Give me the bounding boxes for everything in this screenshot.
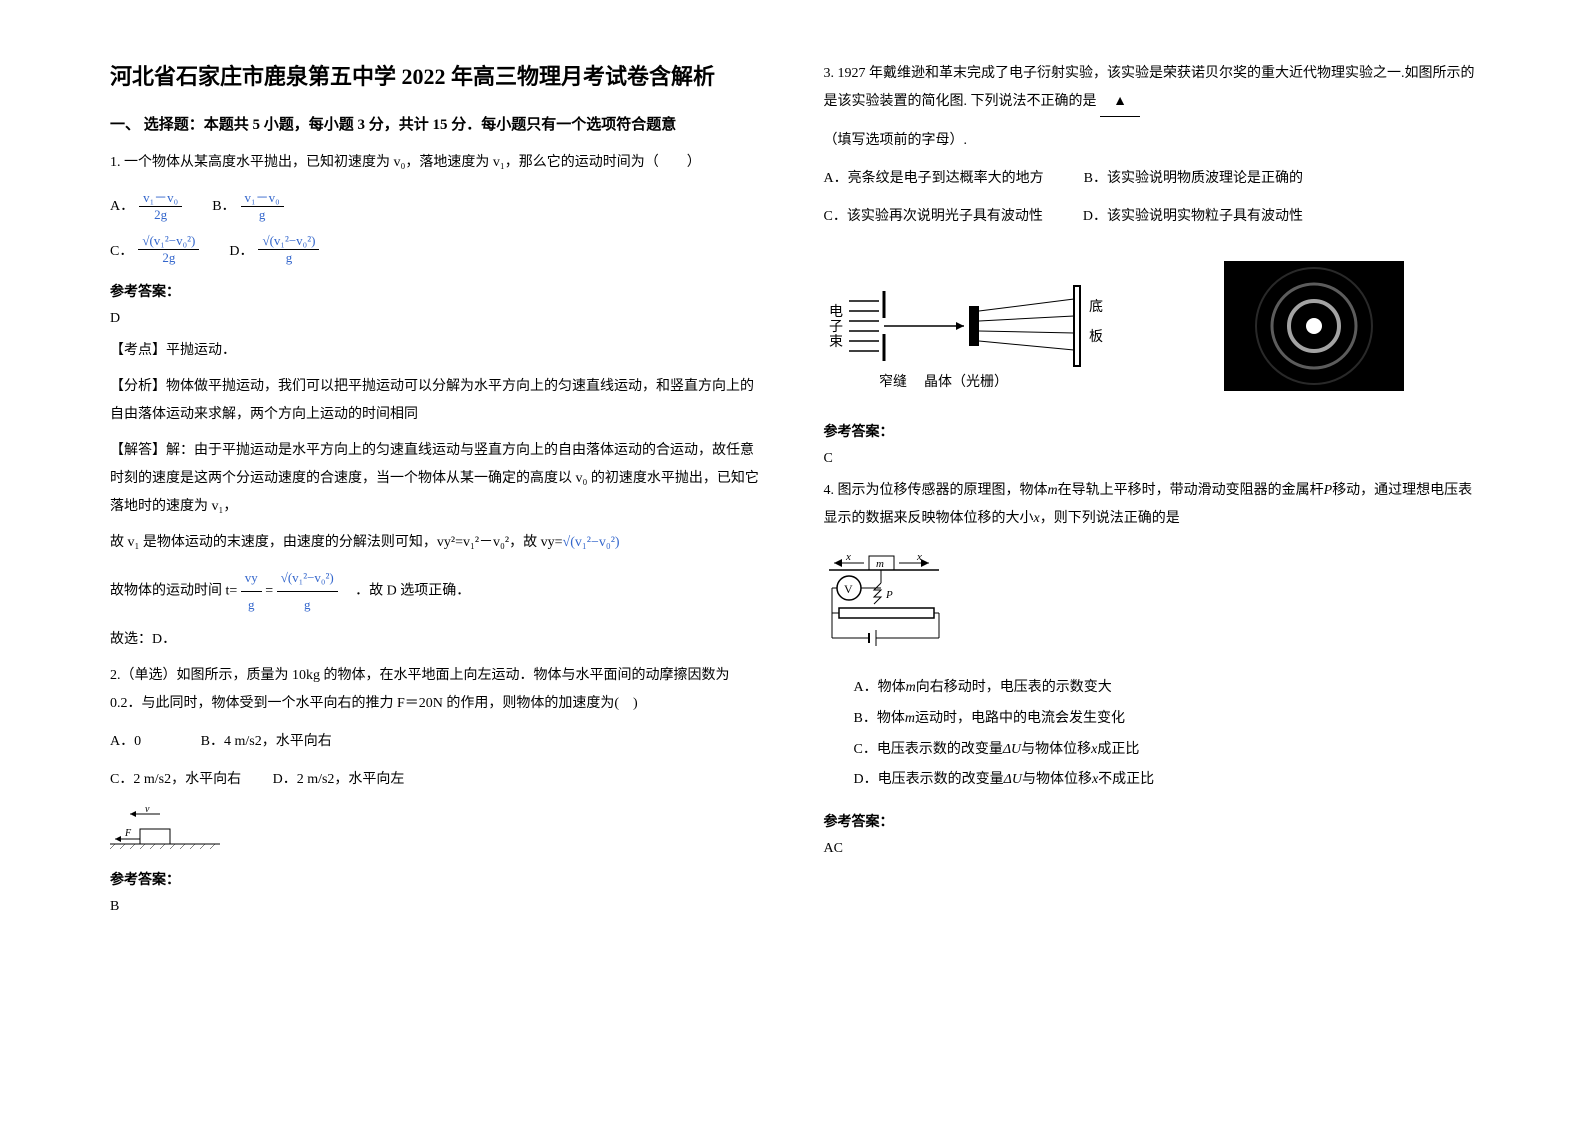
q2-options-row1: A．0 B．4 m/s2，水平向右 (110, 728, 764, 756)
right-column: 3. 1927 年戴维逊和革末完成了电子衍射实验，该实验是荣获诺贝尔奖的重大近代… (794, 60, 1508, 1062)
q3-answer: C (824, 451, 1478, 467)
q1-exp-solve: 【解答】解：由于平抛运动是水平方向上的匀速直线运动与竖直方向上的自由落体运动的合… (110, 437, 764, 521)
q1-exp-formula2: 故物体的运动时间 t= vy g = √(v₁²−v₀²) g ．故 D 选项正… (110, 565, 764, 618)
q1-answer-label: 参考答案： (110, 281, 764, 301)
svg-text:子: 子 (829, 319, 843, 335)
q4-option-a: A．物体m向右移动时，电压表的示数变大 (854, 673, 1478, 704)
slit-label: 窄缝 (879, 373, 907, 390)
q1-text: 1. 一个物体从某高度水平抛出，已知初速度为 v₀，落地速度为 v₁，那么它的运… (110, 149, 764, 177)
diffraction-pattern (1224, 251, 1404, 401)
plate-label: 板 (1089, 329, 1103, 345)
q2-diagram: v F (110, 804, 230, 854)
crystal-label: 晶体（光栅） (924, 374, 1008, 390)
q4-text: 4. 图示为位移传感器的原理图，物体m在导轨上平移时，带动滑动变阻器的金属杆P移… (824, 477, 1478, 533)
svg-text:束: 束 (829, 334, 843, 350)
page-title: 河北省石家庄市鹿泉第五中学 2022 年高三物理月考试卷含解析 (110, 60, 764, 93)
q1-exp-conclusion: 故选：D． (110, 626, 764, 654)
svg-text:v: v (145, 804, 150, 815)
q4-option-d: D．电压表示数的改变量ΔU与物体位移x不成正比 (854, 765, 1478, 796)
q1-option-d: D． √(v₁²−v₀²) g (229, 233, 319, 266)
q4-options: A．物体m向右移动时，电压表的示数变大 B．物体m运动时，电路中的电流会发生变化… (824, 673, 1478, 796)
svg-text:F: F (124, 828, 132, 839)
q4-option-b: B．物体m运动时，电路中的电流会发生变化 (854, 704, 1478, 735)
svg-text:x: x (916, 551, 922, 563)
q3-hint: （填写选项前的字母）. (824, 127, 1478, 155)
svg-text:V: V (844, 582, 853, 596)
q3-options-row2: C．该实验再次说明光子具有波动性 D．该实验说明实物粒子具有波动性 (824, 203, 1478, 231)
q4-answer-label: 参考答案： (824, 811, 1478, 831)
q4-answer: AC (824, 841, 1478, 857)
q3-text: 3. 1927 年戴维逊和革末完成了电子衍射实验，该实验是荣获诺贝尔奖的重大近代… (824, 60, 1478, 117)
q4-diagram: x m x V P (824, 548, 974, 658)
base-label: 底 (1089, 299, 1103, 315)
q1-exp-formula1: 故 v₁ 是物体运动的末速度，由速度的分解法则可知，vy²=v₁²－v₀²，故 … (110, 529, 764, 557)
left-column: 河北省石家庄市鹿泉第五中学 2022 年高三物理月考试卷含解析 一、 选择题：本… (80, 60, 794, 1062)
svg-text:P: P (885, 589, 893, 601)
q2-answer-label: 参考答案： (110, 869, 764, 889)
q1-answer: D (110, 311, 764, 327)
q4-option-c: C．电压表示数的改变量ΔU与物体位移x成正比 (854, 735, 1478, 766)
q2-answer: B (110, 899, 764, 915)
q1-option-b: B． v₁－v₀ g (212, 187, 283, 223)
section-header: 一、 选择题：本题共 5 小题，每小题 3 分，共计 15 分．每小题只有一个选… (110, 113, 764, 134)
electron-beam-label: 电 (829, 304, 843, 320)
q1-options-row1: A． v₁－v₀ 2g B． v₁－v₀ g (110, 187, 764, 223)
q1-options-row2: C． √(v₁²−v₀²) 2g D． √(v₁²−v₀²) g (110, 233, 764, 266)
q1-option-a: A． v₁－v₀ 2g (110, 187, 182, 223)
q3-answer-label: 参考答案： (824, 421, 1478, 441)
q1-exp-analysis: 【分析】物体做平抛运动，我们可以把平抛运动可以分解为水平方向上的匀速直线运动，和… (110, 373, 764, 429)
q1-option-c: C． √(v₁²−v₀²) 2g (110, 233, 199, 266)
q3-options-row1: A．亮条纹是电子到达概率大的地方 B．该实验说明物质波理论是正确的 (824, 165, 1478, 193)
q1-exp-topic: 【考点】平抛运动． (110, 337, 764, 365)
q3-diagram: 电 子 束 窄缝 晶体（光栅） 底 板 (824, 251, 1478, 401)
svg-text:x: x (845, 551, 851, 563)
svg-text:m: m (876, 558, 884, 570)
q2-options-row2: C．2 m/s2，水平向右 D．2 m/s2，水平向左 (110, 766, 764, 794)
q2-text: 2.（单选）如图所示，质量为 10kg 的物体，在水平地面上向左运动．物体与水平… (110, 662, 764, 718)
